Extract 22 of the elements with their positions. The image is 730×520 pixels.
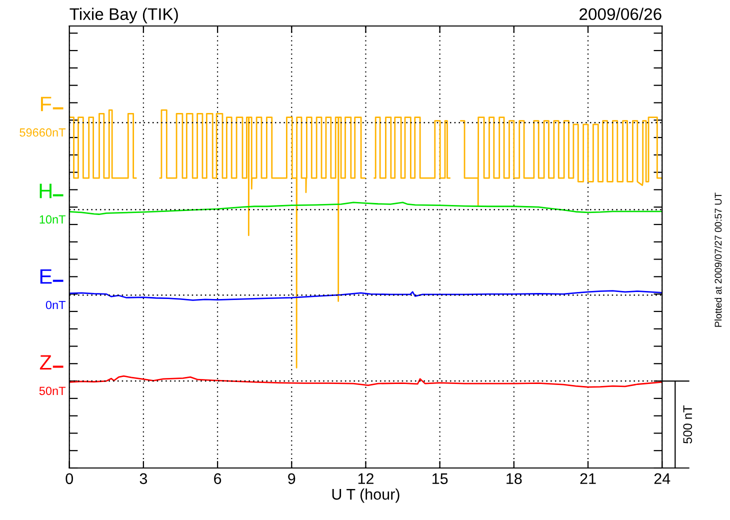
ref-line-label: 10nT xyxy=(40,215,66,224)
text: 500 nT xyxy=(683,405,692,444)
chart-title: Tixie Bay (TIK) xyxy=(70,8,178,24)
ref-line-label: 50nT xyxy=(39,386,66,396)
legend-label: Z xyxy=(40,355,52,370)
x-tick-label: 15 xyxy=(432,473,448,484)
x-tick-label: 3 xyxy=(140,473,148,484)
ref-line-label: 59660nT xyxy=(20,128,66,137)
x-tick-label: 24 xyxy=(654,473,670,484)
text: Plotted at 2009/07/27 00:57 UT xyxy=(714,192,722,327)
legend-label: F xyxy=(40,96,52,112)
x-tick-label: 12 xyxy=(358,473,374,484)
x-axis-title: U T (hour) xyxy=(332,488,400,503)
legend-label: E xyxy=(40,269,52,284)
ref-line-label: 0nT xyxy=(46,300,66,310)
x-tick-label: 0 xyxy=(66,473,73,484)
x-tick-label: 9 xyxy=(288,473,296,484)
x-tick-label: 6 xyxy=(214,473,222,484)
chart-subtitle: 2009/06/26 xyxy=(580,8,662,20)
x-tick-label: 18 xyxy=(506,473,522,484)
legend-label: H xyxy=(40,184,52,198)
x-tick-label: 21 xyxy=(580,473,596,484)
